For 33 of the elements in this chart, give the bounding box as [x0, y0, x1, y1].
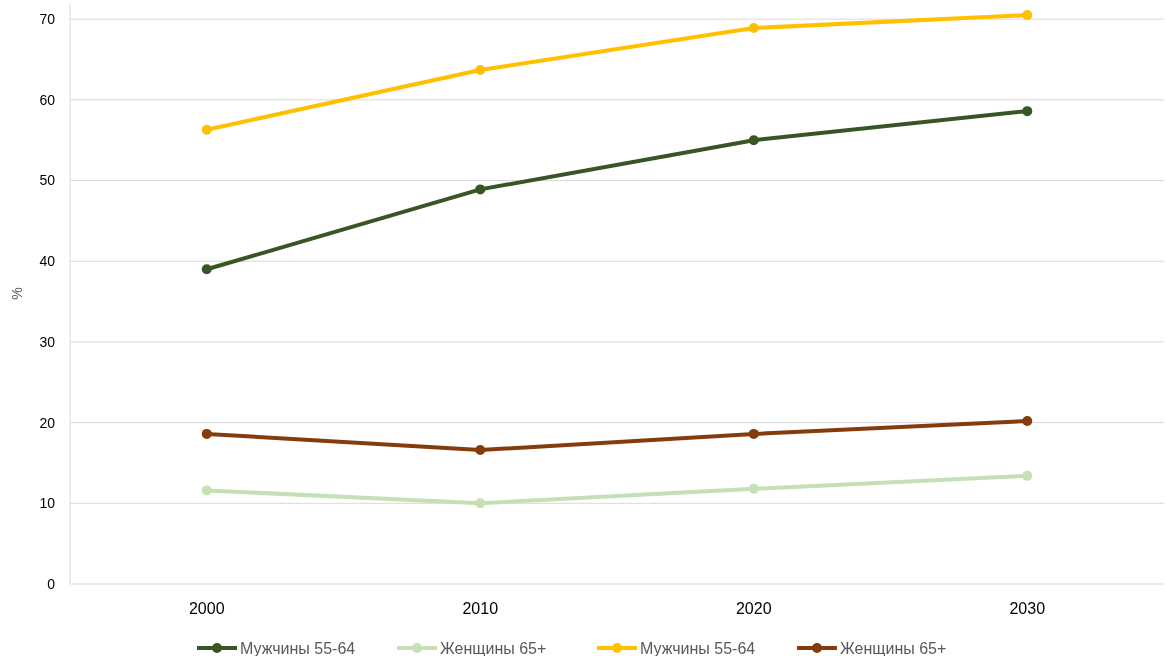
legend-label: Женщины 65+ — [440, 639, 547, 656]
legend-label: Мужчины 55-64 — [640, 639, 756, 656]
point — [748, 23, 759, 34]
y-tick-label: 30 — [39, 333, 56, 350]
legend-label: Мужчины 55-64 — [240, 639, 356, 656]
point — [475, 64, 486, 75]
point — [475, 445, 486, 456]
point — [748, 135, 759, 146]
point — [748, 428, 759, 439]
x-tick-label: 2020 — [735, 600, 772, 617]
point — [201, 264, 212, 275]
point — [201, 485, 212, 496]
point — [1022, 10, 1033, 21]
y-tick-label: 10 — [39, 495, 56, 512]
y-tick-label: 60 — [39, 91, 56, 108]
point — [748, 483, 759, 494]
point — [475, 184, 486, 195]
point — [201, 124, 212, 135]
y-tick-label: 20 — [39, 414, 56, 431]
point — [1022, 106, 1033, 117]
y-tick-label: 70 — [39, 11, 56, 28]
y-tick-label: 0 — [47, 575, 56, 592]
point — [1022, 416, 1033, 426]
legend-label: Женщины 65+ — [840, 639, 947, 656]
point — [1022, 470, 1033, 481]
y-axis-title: % — [9, 287, 25, 300]
y-tick-label: 50 — [39, 172, 56, 189]
x-tick-label: 2010 — [462, 600, 499, 617]
point — [475, 498, 486, 509]
x-tick-label: 2030 — [1009, 600, 1046, 617]
x-tick-label: 2000 — [188, 600, 225, 617]
point — [201, 428, 212, 439]
y-tick-label: 40 — [39, 253, 56, 270]
